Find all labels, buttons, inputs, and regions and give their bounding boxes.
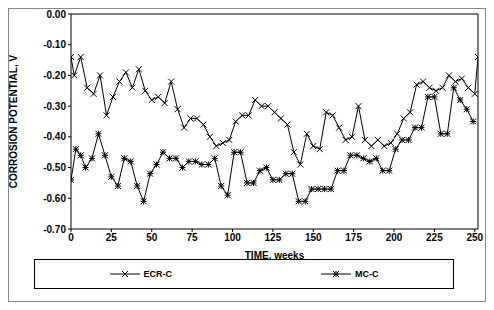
svg-text:100: 100	[224, 232, 241, 243]
svg-text:175: 175	[345, 232, 362, 243]
html-text:ECR-C: ECR-C	[143, 269, 172, 279]
svg-text:-0.40: -0.40	[43, 131, 66, 142]
html-text:MC-C: MC-C	[355, 269, 379, 279]
svg-text:TIME, weeks: TIME, weeks	[245, 250, 305, 261]
svg-text:250: 250	[466, 232, 483, 243]
svg-text:200: 200	[386, 232, 403, 243]
svg-text:125: 125	[265, 232, 282, 243]
svg-text:0.00: 0.00	[47, 9, 67, 20]
svg-text:CORROSION POTENTIAL, V: CORROSION POTENTIAL, V	[9, 55, 19, 189]
svg-text:-0.60: -0.60	[43, 193, 66, 204]
svg-text:225: 225	[426, 232, 443, 243]
svg-text:-0.30: -0.30	[43, 101, 66, 112]
svg-text:-0.70: -0.70	[43, 224, 66, 235]
svg-text:50: 50	[146, 232, 158, 243]
svg-text:25: 25	[106, 232, 118, 243]
svg-text:-0.10: -0.10	[43, 39, 66, 50]
svg-text:-0.50: -0.50	[43, 162, 66, 173]
svg-text:75: 75	[187, 232, 199, 243]
svg-text:150: 150	[305, 232, 322, 243]
svg-text:-0.20: -0.20	[43, 70, 66, 81]
svg-text:0: 0	[68, 232, 74, 243]
